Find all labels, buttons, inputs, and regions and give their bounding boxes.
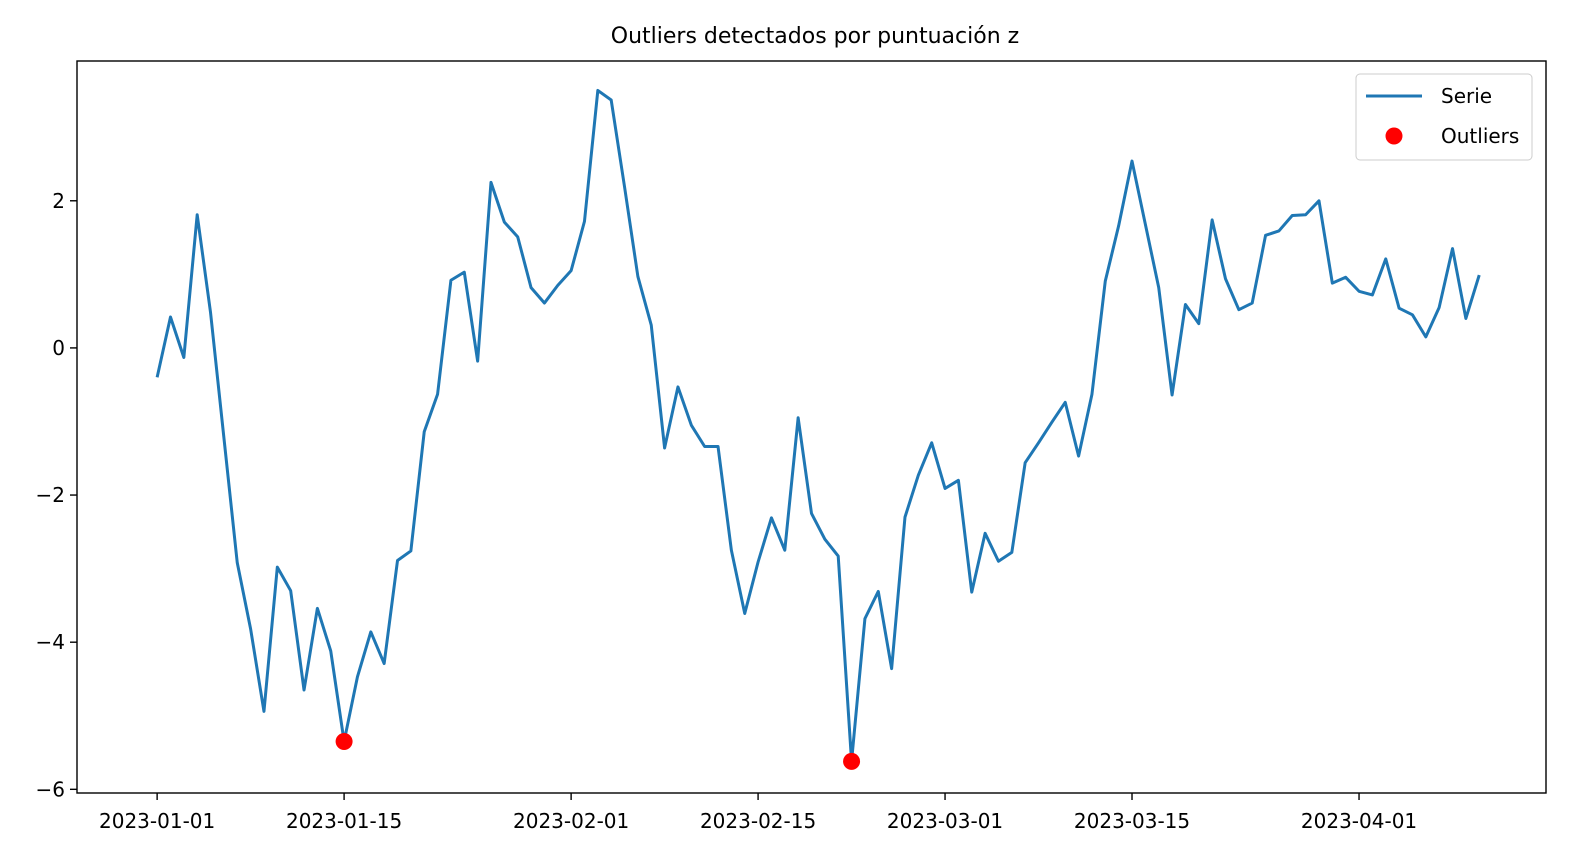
y-tick-label: −4 — [36, 630, 65, 654]
x-axis: 2023-01-01 2023-01-15 2023-02-01 2023-02-15… — [99, 793, 1417, 833]
y-tick-label: −2 — [36, 483, 65, 507]
x-tick-label: 2023-02-01 — [513, 809, 629, 833]
y-axis: −6 −4 −2 0 2 — [36, 189, 77, 801]
x-tick-label: 2023-04-01 — [1301, 809, 1417, 833]
y-tick-label: 0 — [52, 336, 65, 360]
chart-title: Outliers detectados por puntuación z — [611, 24, 1019, 49]
legend-label-serie: Serie — [1441, 84, 1492, 108]
x-tick-label: 2023-02-15 — [700, 809, 816, 833]
y-tick-label: −6 — [36, 777, 65, 801]
plot-frame — [76, 60, 1547, 794]
x-tick-label: 2023-03-01 — [887, 809, 1003, 833]
legend-marker-outliers — [1385, 127, 1403, 145]
plot-area — [155, 88, 1481, 770]
series-line-serie — [155, 88, 1481, 763]
x-tick-label: 2023-03-15 — [1074, 809, 1190, 833]
legend: Serie Outliers — [1355, 73, 1533, 161]
x-tick-label: 2023-01-01 — [99, 809, 215, 833]
y-tick-label: 2 — [52, 189, 65, 213]
outlier-point-1 — [335, 733, 353, 750]
outlier-point-2 — [843, 752, 861, 770]
legend-label-outliers: Outliers — [1441, 124, 1519, 148]
x-tick-label: 2023-01-15 — [286, 809, 402, 833]
